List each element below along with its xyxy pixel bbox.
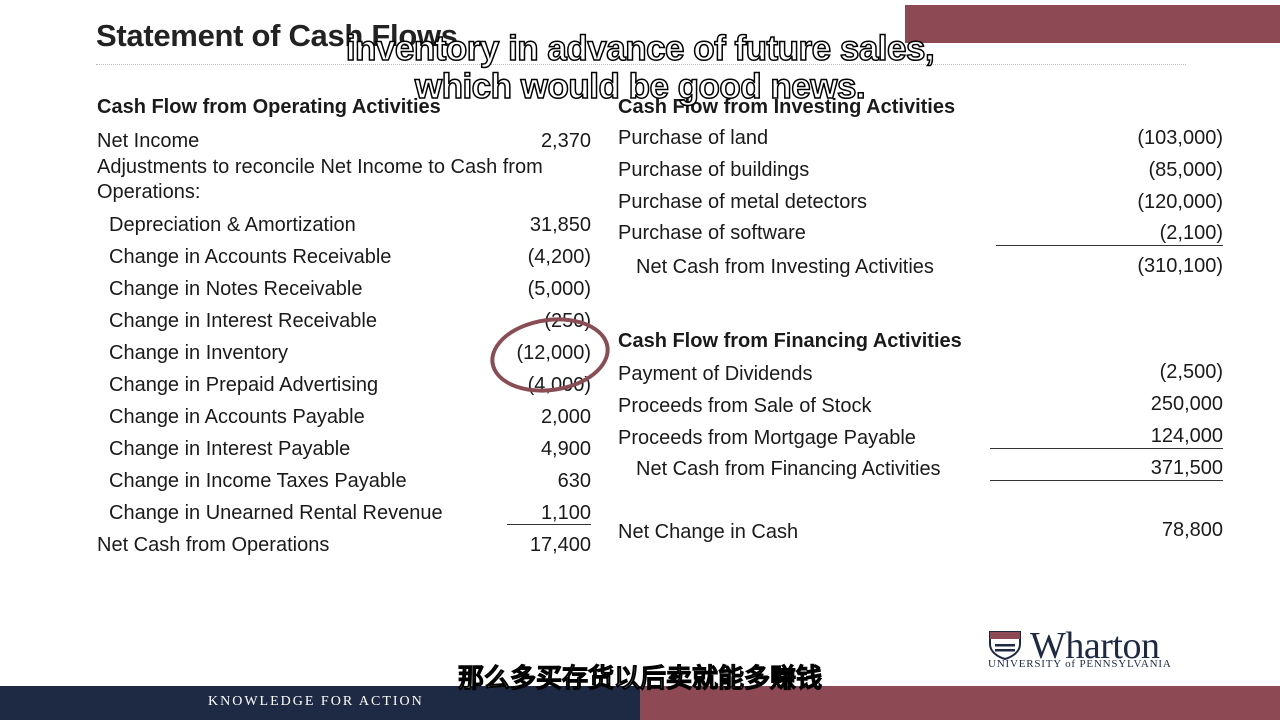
op-item-label: Change in Income Taxes Payable xyxy=(109,470,407,492)
net-change-value: 78,800 xyxy=(1161,519,1223,541)
inv-item-value: (120,000) xyxy=(1137,191,1223,213)
fin-item-label: Proceeds from Sale of Stock xyxy=(618,395,872,417)
footer-navy-bar xyxy=(0,686,640,720)
financing-total-value: 371,500 xyxy=(1150,457,1223,479)
adjustments-line-1: Adjustments to reconcile Net Income to C… xyxy=(97,156,543,178)
op-item-value: 4,900 xyxy=(540,438,591,460)
op-item-label: Change in Prepaid Advertising xyxy=(109,374,379,396)
wharton-logo-wordmark: Wharton xyxy=(1030,625,1160,667)
slide-title: Statement of Cash Flows xyxy=(96,18,458,53)
net-change-label: Net Change in Cash xyxy=(618,521,799,543)
inv-item-label: Purchase of land xyxy=(618,127,769,149)
inv-item-label: Purchase of buildings xyxy=(618,159,810,181)
financing-subtotal-rule xyxy=(990,448,1223,449)
net-income-label: Net Income xyxy=(97,130,200,152)
op-item-value: (4,200) xyxy=(527,246,591,268)
op-item-label: Change in Unearned Rental Revenue xyxy=(109,502,443,524)
inv-item-value: (85,000) xyxy=(1148,159,1224,181)
adjustments-line-2: Operations: xyxy=(97,181,201,203)
title-divider xyxy=(96,64,1186,65)
inventory-highlight-circle xyxy=(485,310,615,400)
financing-total-label: Net Cash from Financing Activities xyxy=(636,458,941,480)
investing-total-value: (310,100) xyxy=(1137,255,1223,277)
op-item-label: Change in Inventory xyxy=(109,342,289,364)
subtitle-chinese: 那么多买存货以后卖就能多赚钱 xyxy=(457,663,822,694)
op-item-value: 630 xyxy=(557,470,591,492)
op-item-label: Change in Accounts Payable xyxy=(109,406,365,428)
investing-heading: Cash Flow from Investing Activities xyxy=(618,96,956,118)
op-item-label: Change in Interest Payable xyxy=(109,438,351,460)
financing-heading: Cash Flow from Financing Activities xyxy=(618,330,962,352)
op-item-label: Depreciation & Amortization xyxy=(109,214,356,236)
operating-heading: Cash Flow from Operating Activities xyxy=(97,96,441,118)
operating-subtotal-rule xyxy=(507,524,591,525)
subtitle-english-line-2: which would be good news. xyxy=(414,67,866,107)
inv-item-value: (103,000) xyxy=(1137,127,1223,149)
header-accent-block xyxy=(905,5,1280,43)
fin-item-label: Payment of Dividends xyxy=(618,363,813,385)
op-item-label: Change in Interest Receivable xyxy=(109,310,377,332)
inv-item-label: Purchase of software xyxy=(618,222,806,244)
penn-shield-icon xyxy=(989,631,1021,660)
wharton-logo-subtitle: UNIVERSITY of PENNSYLVANIA xyxy=(988,658,1172,670)
fin-item-label: Proceeds from Mortgage Payable xyxy=(618,427,916,449)
fin-item-value: 124,000 xyxy=(1150,425,1223,447)
op-item-label: Change in Notes Receivable xyxy=(109,278,363,300)
op-item-value: 2,000 xyxy=(540,406,591,428)
op-item-value: 31,850 xyxy=(529,214,591,236)
footer-tagline: KNOWLEDGE FOR ACTION xyxy=(208,694,424,709)
financing-total-rule xyxy=(990,480,1223,481)
fin-item-value: (2,500) xyxy=(1159,361,1223,383)
inv-item-label: Purchase of metal detectors xyxy=(618,191,868,213)
fin-item-value: 250,000 xyxy=(1150,393,1223,415)
investing-subtotal-rule xyxy=(996,245,1223,246)
operating-total-value: 17,400 xyxy=(529,534,591,556)
footer-accent-bar xyxy=(640,686,1280,720)
op-item-label: Change in Accounts Receivable xyxy=(109,246,392,268)
op-item-value: 1,100 xyxy=(540,502,591,524)
net-income-value: 2,370 xyxy=(540,130,591,152)
subtitle-english-line-1: inventory in advance of future sales, xyxy=(345,29,935,69)
investing-total-label: Net Cash from Investing Activities xyxy=(636,256,934,278)
op-item-value: (5,000) xyxy=(527,278,591,300)
operating-total-label: Net Cash from Operations xyxy=(97,534,330,556)
op-item-value: (4,000) xyxy=(527,374,591,396)
inv-item-value: (2,100) xyxy=(1159,222,1223,244)
inventory-change-value: (12,000) xyxy=(516,342,592,364)
op-item-value: (250) xyxy=(544,310,591,332)
